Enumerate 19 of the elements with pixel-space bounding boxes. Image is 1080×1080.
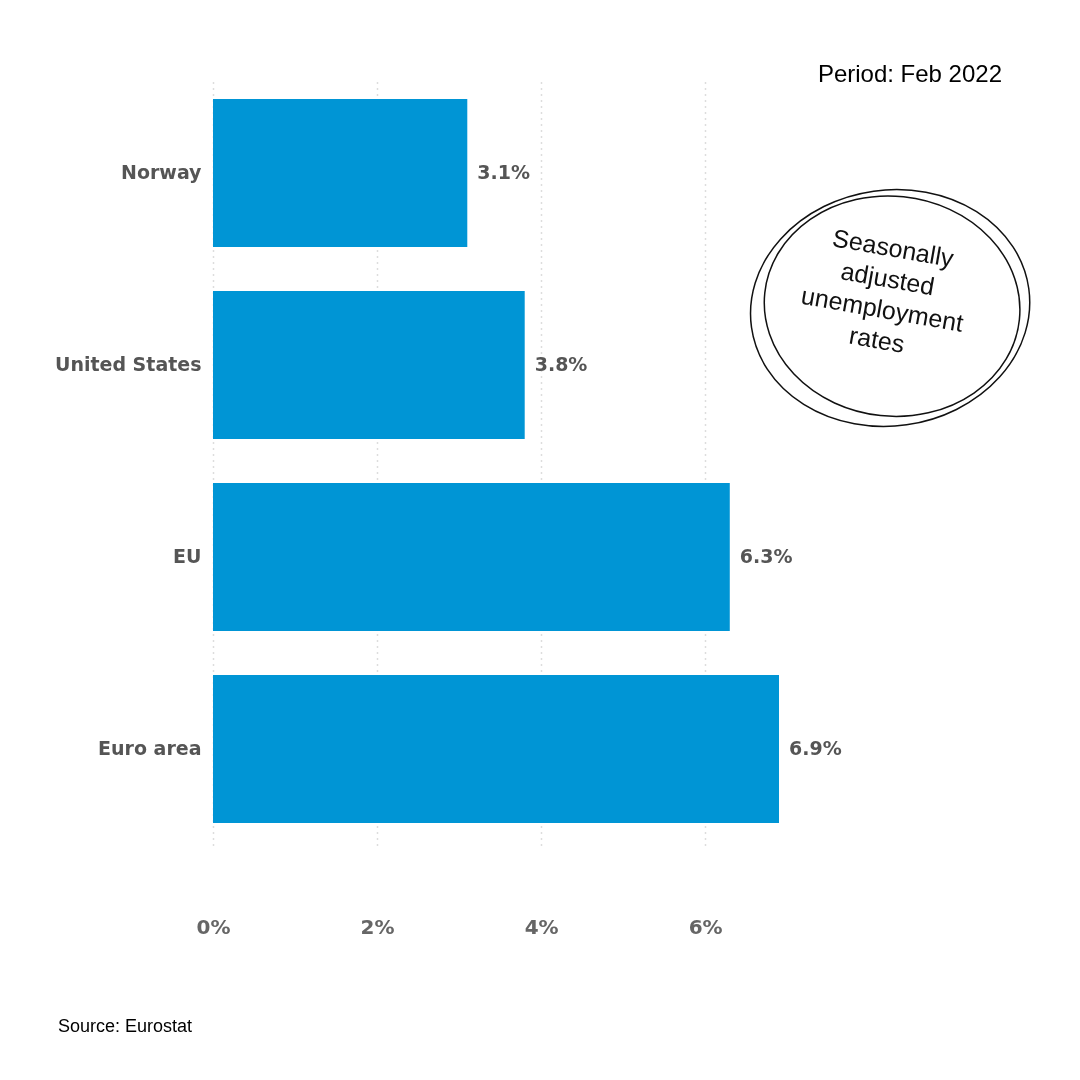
y-tick-label: United States xyxy=(54,353,202,375)
source-note: Source: Eurostat xyxy=(58,1016,193,1037)
bar xyxy=(213,483,730,631)
y-tick-label: Euro area xyxy=(98,737,202,759)
x-tick-label: 2% xyxy=(360,914,395,939)
bar xyxy=(213,291,525,439)
text: Period: Feb 2022 xyxy=(817,60,1002,88)
y-tick-label: EU xyxy=(173,545,202,567)
y-tick-label: Norway xyxy=(121,161,203,183)
x-tick-label: 4% xyxy=(524,914,559,939)
data-label: 6.3% xyxy=(739,545,793,567)
data-label: 3.1% xyxy=(477,161,530,183)
text: Seasonally adjusted unemployment rates xyxy=(798,222,967,360)
data-label: 3.8% xyxy=(534,353,588,375)
bar xyxy=(213,99,468,247)
data-label: 6.9% xyxy=(789,737,842,759)
bar xyxy=(213,675,779,823)
x-tick-label: 6% xyxy=(688,914,723,939)
x-tick-label: 0% xyxy=(196,914,231,939)
